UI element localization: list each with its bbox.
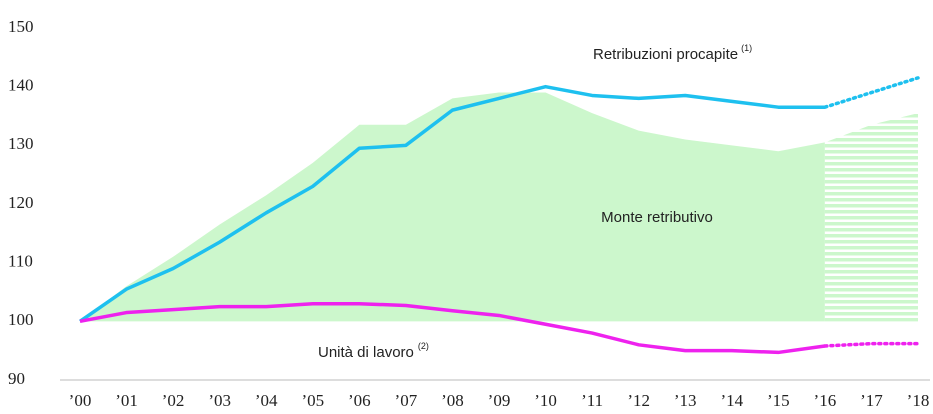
- x-tick-label: ’08: [441, 391, 464, 410]
- x-tick-label: ’11: [581, 391, 603, 410]
- series-label: Monte retributivo: [601, 209, 713, 226]
- line: [823, 341, 920, 348]
- x-tick-label: ’06: [348, 391, 371, 410]
- x-tick-label: ’00: [69, 391, 92, 410]
- x-tick-label: ’18: [907, 391, 930, 410]
- x-tick-label: ’10: [534, 391, 557, 410]
- y-tick-label: 150: [8, 17, 34, 36]
- x-tick-label: ’07: [395, 391, 418, 410]
- x-tick-label: ’14: [720, 391, 743, 410]
- series-label: Retribuzioni procapite (1): [593, 43, 752, 63]
- x-tick-label: ’13: [674, 391, 697, 410]
- x-tick-label: ’01: [115, 391, 138, 410]
- y-tick-label: 90: [8, 369, 25, 388]
- area: [80, 92, 825, 322]
- line: [823, 76, 920, 109]
- y-tick-label: 100: [8, 310, 34, 329]
- x-tick-label: ’09: [488, 391, 511, 410]
- x-tick-label: ’15: [767, 391, 790, 410]
- x-tick-label: ’16: [814, 391, 837, 410]
- x-tick-label: ’05: [301, 391, 324, 410]
- x-tick-label: ’02: [162, 391, 185, 410]
- line: [79, 84, 825, 323]
- y-tick-label: 130: [8, 134, 34, 153]
- series-label: Unità di lavoro (2): [318, 341, 429, 361]
- x-tick-label: ’12: [627, 391, 650, 410]
- x-tick-label: ’04: [255, 391, 278, 410]
- line: [79, 301, 826, 355]
- area: [824, 113, 918, 322]
- y-tick-label: 110: [8, 252, 33, 271]
- y-tick-label: 140: [8, 76, 34, 95]
- x-tick-label: ’03: [208, 391, 231, 410]
- x-tick-label: ’17: [860, 391, 883, 410]
- y-tick-label: 120: [8, 193, 34, 212]
